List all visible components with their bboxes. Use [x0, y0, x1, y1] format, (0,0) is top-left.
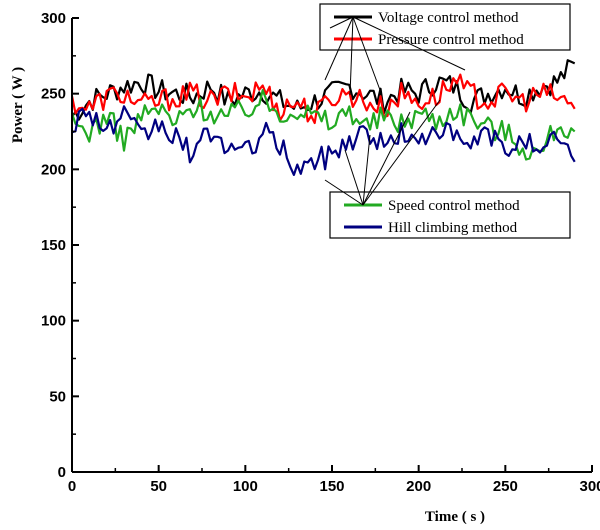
legend-label: Hill climbing method: [388, 220, 518, 236]
legend-layer: Voltage control method Pressure control m…: [319, 3, 571, 239]
x-tick-label: 150: [319, 478, 344, 495]
series-layer: [70, 59, 576, 176]
series-line-2: [70, 73, 576, 125]
x-tick-label: 300: [579, 478, 600, 495]
legend-label: Pressure control method: [378, 32, 524, 48]
x-tick-label: 100: [233, 478, 258, 495]
legend-callout-line: [362, 99, 441, 206]
y-tick-label: 250: [41, 86, 66, 103]
x-tick-label: 50: [150, 478, 167, 495]
legend-callout-line: [352, 16, 466, 71]
x-axis-label: Time ( s ): [425, 509, 485, 525]
axes-layer: 0 50 100 150 200 250 300 0 50 100 150 200 250 300: [41, 10, 600, 495]
y-tick-label: 100: [41, 313, 66, 330]
legend-box: [329, 191, 571, 239]
legend-label: Voltage control method: [378, 10, 519, 26]
legend-label: Speed control method: [388, 198, 520, 214]
legend-callout-line: [329, 16, 354, 29]
series-line-4: [71, 105, 576, 176]
y-tick-label: 150: [41, 237, 66, 254]
y-tick-label: 50: [49, 388, 66, 405]
series-line-3: [70, 88, 576, 161]
legend-callout-line: [324, 179, 364, 206]
legend-callout-line: [352, 16, 381, 91]
legend-callout-line: [324, 16, 354, 81]
y-tick-label: 200: [41, 161, 66, 178]
x-tick-label: 250: [493, 478, 518, 495]
x-tick-label: 0: [68, 478, 76, 495]
y-axis-label: Power ( W ): [10, 67, 26, 143]
legend-callout-line: [344, 149, 364, 206]
legend-callout-line: [362, 111, 411, 206]
x-tick-label: 200: [406, 478, 431, 495]
legend-box: [319, 3, 571, 51]
y-tick-label: 0: [58, 464, 66, 481]
y-tick-label: 300: [41, 10, 66, 27]
legend-callout-line: [349, 16, 354, 96]
legend-callout-line: [362, 134, 371, 206]
